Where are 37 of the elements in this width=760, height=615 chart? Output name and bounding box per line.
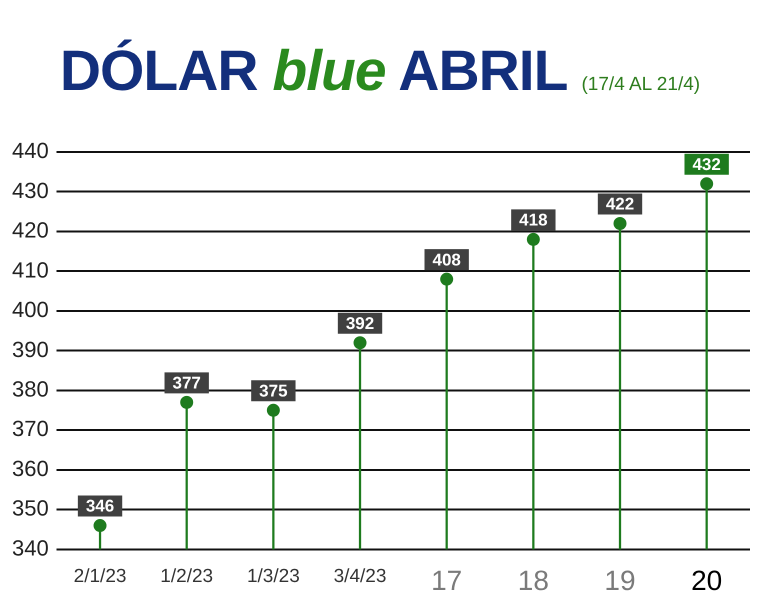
data-label: 346 — [86, 496, 114, 516]
y-tick-label: 430 — [12, 178, 49, 203]
data-label: 418 — [519, 210, 548, 230]
point — [440, 272, 454, 286]
x-tick-label: 20 — [691, 564, 722, 596]
y-tick-label: 390 — [12, 336, 49, 362]
x-tick-label: 19 — [604, 564, 636, 596]
y-tick-label: 380 — [12, 376, 49, 402]
data-label: 392 — [346, 314, 374, 333]
data-label: 432 — [692, 154, 721, 174]
y-tick-label: 350 — [12, 496, 49, 521]
y-tick-label: 410 — [12, 257, 49, 282]
y-tick-label: 420 — [12, 218, 49, 243]
point — [526, 232, 540, 246]
y-tick-label: 360 — [12, 456, 49, 481]
point — [94, 519, 107, 532]
chart-subtitle: (17/4 AL 21/4) — [581, 74, 700, 96]
point — [614, 217, 627, 230]
y-tick-label: 370 — [12, 416, 49, 442]
x-tick-label: 1/2/23 — [160, 566, 214, 588]
x-tick-label: 18 — [518, 564, 549, 596]
point — [180, 396, 194, 409]
data-label: 375 — [259, 381, 288, 400]
y-tick-label: 440 — [12, 138, 49, 164]
x-tick-label: 17 — [431, 564, 462, 596]
y-tick-label: 400 — [12, 297, 49, 322]
x-tick-label: 3/4/23 — [334, 566, 386, 588]
y-tick-label: 340 — [12, 535, 49, 560]
data-label: 408 — [432, 250, 461, 270]
x-tick-label: 1/3/23 — [246, 566, 300, 588]
data-label: 422 — [606, 194, 634, 214]
point — [354, 336, 367, 350]
point — [700, 177, 714, 190]
point — [266, 404, 280, 417]
x-tick-label: 2/1/23 — [74, 566, 126, 588]
data-label: 377 — [172, 374, 201, 393]
chart-title: DÓLAR blue ABRIL — [60, 39, 568, 103]
